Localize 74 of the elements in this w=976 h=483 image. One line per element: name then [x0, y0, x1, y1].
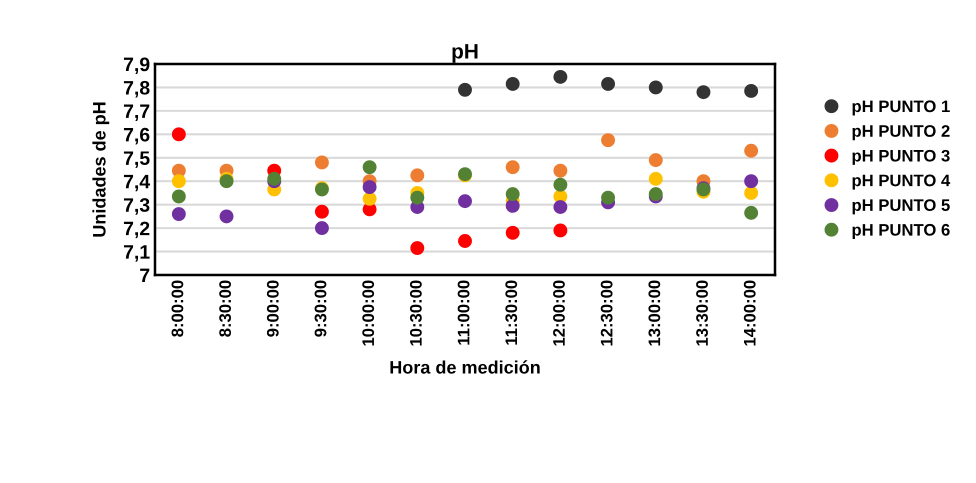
- x-tick-label: 9:30:00: [314, 280, 326, 337]
- x-tick-label: 13:00:00: [648, 280, 660, 346]
- point: [744, 186, 758, 200]
- x-tick-label: 14:00:00: [744, 280, 756, 346]
- point: [458, 194, 472, 208]
- legend-label: pH PUNTO 4: [852, 174, 950, 190]
- point: [744, 84, 758, 98]
- y-tick-label: 7: [140, 268, 150, 282]
- y-tick-label: 7,6: [124, 128, 150, 144]
- legend-label: pH PUNTO 6: [852, 224, 950, 240]
- point: [553, 224, 568, 238]
- point: [601, 76, 616, 91]
- point: [362, 192, 377, 206]
- point: [314, 156, 329, 170]
- x-tick-label: 8:00:00: [172, 280, 184, 337]
- point: [506, 160, 520, 174]
- point: [553, 70, 568, 84]
- point: [506, 76, 520, 91]
- point: [410, 241, 424, 255]
- point: [744, 144, 758, 158]
- point: [410, 190, 424, 205]
- point: [744, 174, 758, 188]
- point: [648, 187, 663, 202]
- legend-label: pH PUNTO 1: [852, 100, 950, 116]
- point: [362, 160, 377, 174]
- y-tick-label: 7,5: [124, 151, 150, 168]
- x-tick-label: 10:30:00: [410, 280, 422, 346]
- point: [267, 172, 282, 186]
- point: [601, 190, 616, 205]
- point: [362, 180, 377, 194]
- chart-title: pH: [452, 44, 478, 63]
- x-tick-label: 13:30:00: [696, 280, 708, 346]
- x-tick-label: 9:00:00: [266, 280, 279, 337]
- y-tick-label: 7,2: [124, 222, 150, 238]
- point: [172, 190, 186, 204]
- point: [506, 226, 520, 240]
- point: [220, 174, 234, 188]
- point: [172, 127, 186, 142]
- legend-label: pH PUNTO 5: [852, 199, 950, 214]
- legend-label: pH PUNTO 2: [852, 125, 950, 140]
- point: [744, 206, 758, 220]
- point: [601, 133, 616, 148]
- point: [553, 164, 568, 178]
- legend-label: pH PUNTO 3: [852, 150, 950, 165]
- point: [648, 153, 663, 168]
- y-tick-label: 7,8: [124, 80, 150, 98]
- point: [506, 187, 520, 202]
- x-tick-label: 11:30:00: [505, 280, 518, 345]
- point: [314, 204, 329, 219]
- y-tick-label: 7,7: [124, 104, 150, 121]
- point: [648, 80, 663, 94]
- point: [506, 198, 520, 213]
- point: [172, 207, 186, 221]
- x-tick-label: 12:00:00: [553, 280, 565, 346]
- point: [172, 174, 186, 188]
- y-axis-title: Unidades de pH: [92, 102, 110, 237]
- y-tick-label: 7,1: [124, 245, 150, 262]
- point: [220, 209, 234, 224]
- point: [696, 85, 710, 100]
- point: [458, 82, 472, 97]
- y-tick-label: 7,4: [124, 174, 150, 192]
- y-tick-label: 7,3: [124, 198, 150, 215]
- x-tick-label: 11:00:00: [458, 280, 470, 345]
- point: [553, 200, 568, 214]
- point: [410, 168, 424, 182]
- point: [553, 178, 568, 192]
- x-tick-label: 10:00:00: [362, 280, 374, 346]
- x-tick-label: 8:30:00: [219, 280, 232, 337]
- point: [458, 234, 472, 248]
- x-axis-title: Hora de medición: [390, 360, 540, 374]
- x-tick-label: 12:30:00: [600, 280, 613, 346]
- point: [648, 172, 663, 186]
- point: [314, 221, 329, 236]
- y-tick-label: 7,9: [124, 57, 150, 74]
